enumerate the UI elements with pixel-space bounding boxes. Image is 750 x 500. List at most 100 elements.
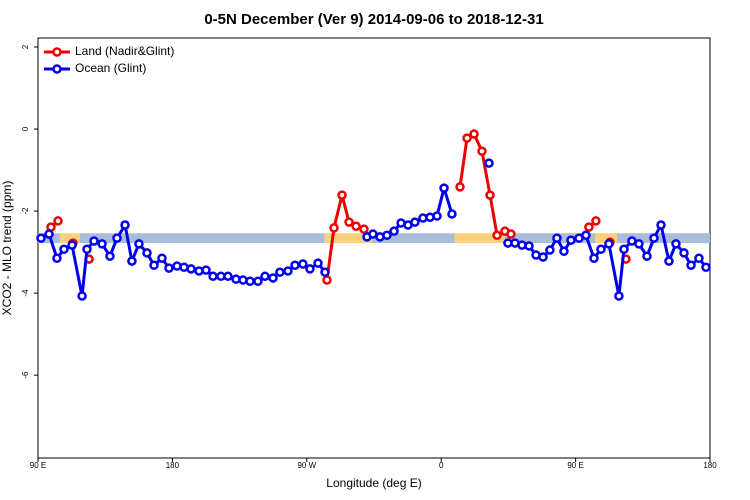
data-point (584, 222, 594, 232)
x-tick-label: 90 E (30, 461, 46, 470)
data-point (275, 267, 285, 277)
data-point (142, 248, 152, 258)
data-point (157, 253, 167, 264)
data-point (245, 276, 255, 286)
x-axis-label: Longitude (deg E) (326, 476, 421, 490)
data-point (305, 264, 315, 274)
y-tick-label: -4 (21, 289, 30, 297)
data-point (538, 252, 548, 262)
data-point (290, 260, 300, 270)
data-point (77, 291, 87, 301)
data-point (596, 244, 606, 254)
data-point (36, 233, 46, 243)
data-point (186, 264, 196, 274)
data-point (591, 216, 601, 226)
data-point (524, 241, 534, 251)
data-point (552, 233, 562, 243)
band-segment (595, 233, 617, 244)
data-point (566, 235, 576, 245)
data-point (604, 239, 614, 249)
data-point (127, 256, 137, 266)
data-point (322, 275, 332, 285)
data-point (253, 276, 263, 286)
band-segment (372, 233, 455, 244)
data-point (447, 209, 457, 219)
x-tick-label: 90 E (567, 461, 583, 470)
data-point (268, 273, 278, 283)
data-point (559, 246, 569, 257)
x-tick-label: 180 (166, 461, 180, 470)
data-point (455, 182, 465, 192)
data-point (382, 230, 392, 241)
data-point (105, 251, 115, 261)
legend-label: Ocean (Glint) (75, 61, 146, 75)
data-point (581, 230, 591, 241)
data-point (410, 217, 420, 227)
data-point (283, 266, 293, 276)
data-point (701, 262, 711, 273)
data-point (485, 190, 495, 200)
legend-marker (52, 64, 62, 74)
x-tick-label: 90 W (297, 461, 316, 470)
band-segment (504, 233, 596, 244)
data-point (634, 239, 644, 249)
band-segment (79, 233, 325, 244)
data-point (671, 239, 681, 249)
data-point (694, 253, 704, 264)
data-point (260, 271, 270, 282)
chart-title: 0-5N December (Ver 9) 2014-09-06 to 2018… (204, 11, 543, 28)
plot-frame (37, 37, 711, 459)
y-axis-label: XCO2 - MLO trend (ppm) (0, 181, 14, 316)
data-point (120, 220, 130, 230)
data-point (44, 229, 54, 239)
x-tick-label: 180 (703, 461, 717, 470)
data-point (112, 233, 122, 243)
data-point (462, 133, 472, 143)
data-point (506, 229, 516, 239)
data-point (389, 226, 399, 236)
data-point (619, 244, 629, 254)
y-tick-label: -6 (21, 371, 30, 379)
data-point (89, 236, 99, 246)
y-tick-label: 0 (21, 126, 30, 131)
data-point (329, 223, 339, 233)
data-point (149, 260, 159, 270)
data-point (484, 158, 494, 168)
data-point (298, 259, 308, 269)
data-point (679, 248, 689, 258)
data-point (477, 146, 487, 156)
data-point (686, 260, 696, 270)
data-point (223, 271, 233, 282)
data-point (439, 183, 449, 193)
x-tick-label: 0 (439, 461, 444, 470)
band-segment (324, 233, 373, 244)
data-point (359, 224, 369, 234)
data-point (351, 221, 361, 232)
legend-label: Land (Nadir&Glint) (75, 44, 174, 58)
data-point (492, 230, 502, 241)
data-point (545, 245, 555, 255)
data-point (320, 267, 330, 277)
y-tick-label: -2 (21, 207, 30, 215)
legend-marker (52, 47, 62, 57)
data-point (649, 233, 659, 243)
data-point (313, 258, 323, 268)
data-point (52, 253, 62, 264)
data-point (134, 239, 144, 249)
band-segment (454, 233, 505, 244)
data-point (164, 263, 174, 273)
data-point (642, 251, 652, 261)
data-point (53, 216, 63, 226)
data-point (469, 129, 479, 139)
data-point (432, 211, 442, 221)
data-point (201, 265, 211, 275)
data-point (97, 239, 107, 249)
data-point (67, 240, 77, 250)
y-tick-label: 2 (21, 44, 30, 49)
data-point (589, 253, 599, 264)
data-point (59, 244, 69, 254)
data-point (208, 271, 218, 282)
data-point (82, 244, 92, 254)
data-point (664, 256, 674, 266)
data-point (337, 190, 347, 200)
